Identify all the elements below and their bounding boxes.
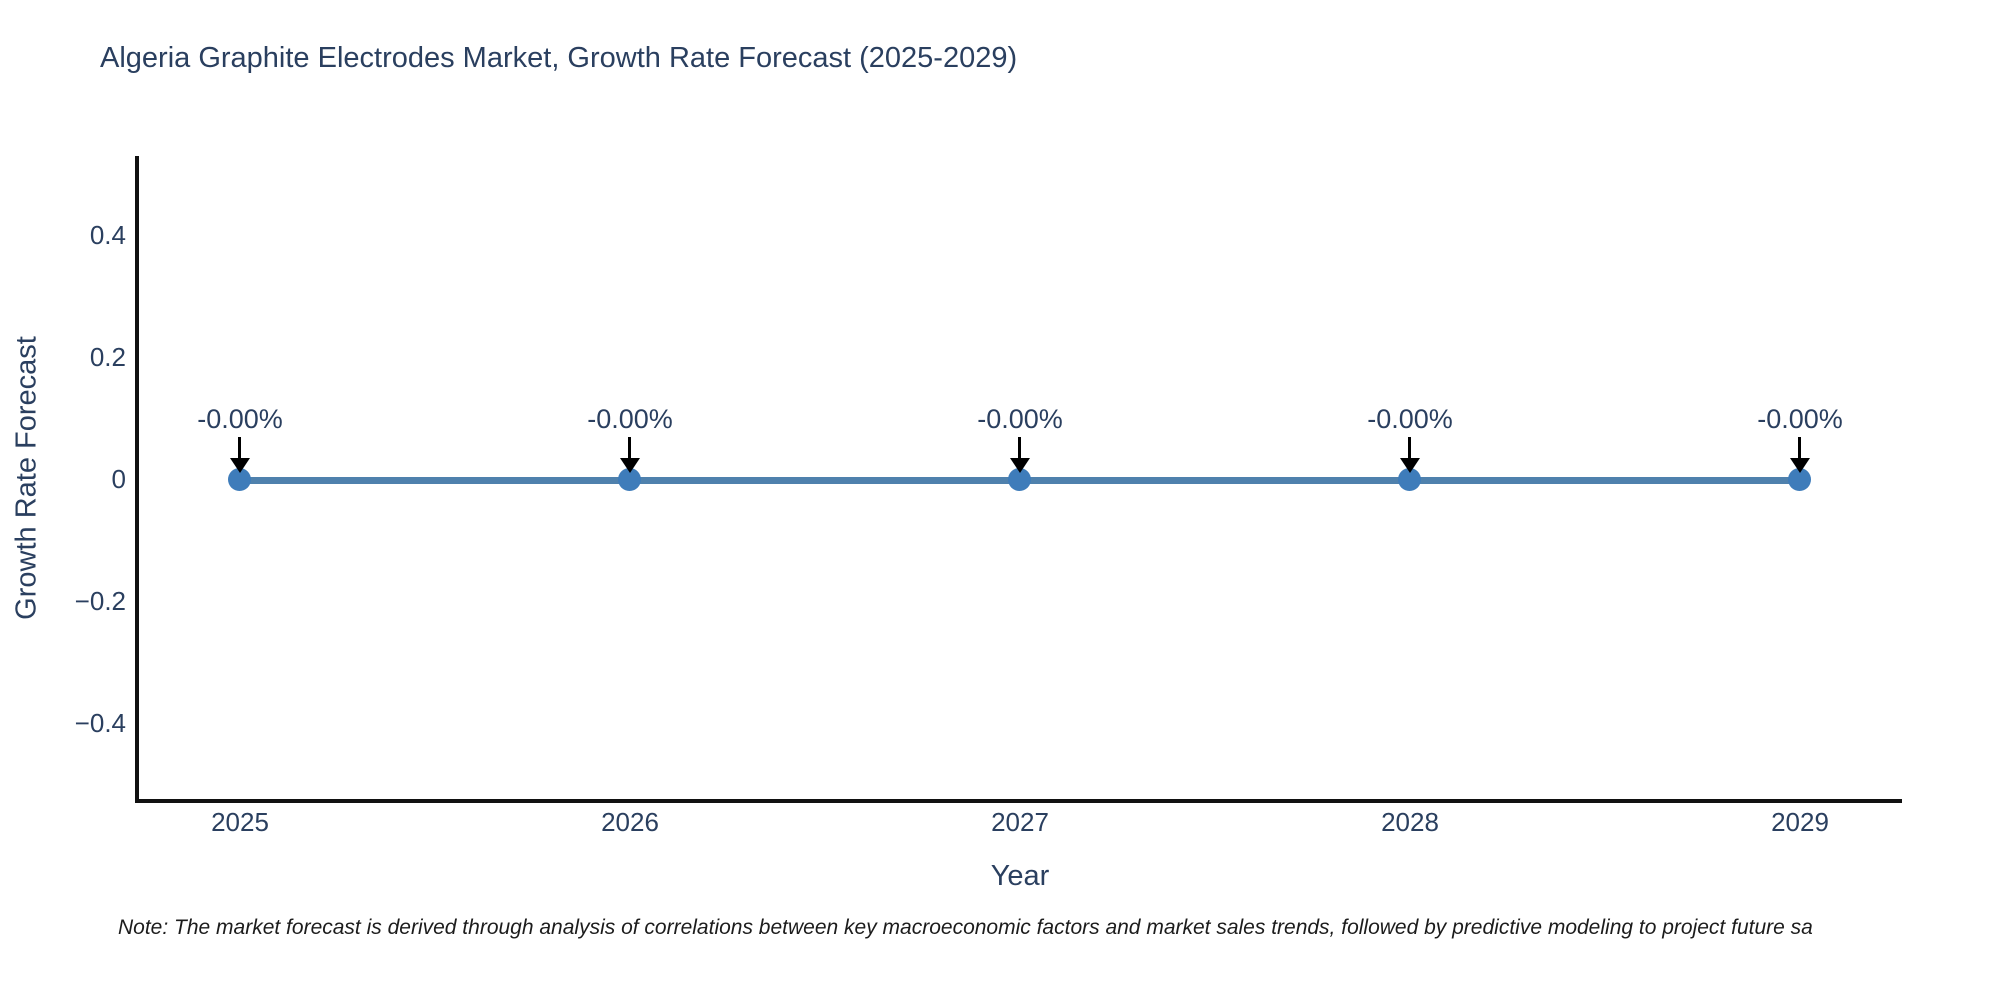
y-tick-label: 0: [111, 464, 126, 494]
footnote: Note: The market forecast is derived thr…: [118, 916, 1813, 939]
data-point-marker-2028: [1398, 468, 1421, 491]
annotation-arrowhead-icon: [1400, 458, 1420, 473]
y-axis-line: [135, 156, 139, 803]
annotation-arrowhead-icon: [1790, 458, 1810, 473]
x-axis-title: Year: [990, 860, 1050, 892]
x-axis-line: [135, 799, 1902, 803]
y-axis-title: Growth Rate Forecast: [10, 336, 43, 620]
annotation-arrow-icon: [1798, 437, 1801, 461]
annotation-arrowhead-icon: [1010, 458, 1030, 473]
annotation-arrow-icon: [238, 437, 241, 461]
annotation-arrow-icon: [1408, 437, 1411, 461]
x-tick-label: 2027: [991, 807, 1049, 837]
annotation-arrowhead-icon: [230, 458, 250, 473]
annotation-label-2029: -0.00%: [1757, 404, 1843, 434]
annotation-arrow-icon: [628, 437, 631, 461]
data-point-marker-2027: [1008, 468, 1031, 491]
annotation-label-2025: -0.00%: [197, 404, 283, 434]
y-tick-label: 0.4: [89, 220, 126, 250]
annotation-arrowhead-icon: [620, 458, 640, 473]
y-tick-label: −0.2: [74, 586, 126, 616]
annotation-arrow-icon: [1018, 437, 1021, 461]
x-tick-label: 2026: [601, 807, 659, 837]
x-tick-label: 2025: [211, 807, 269, 837]
annotation-label-2026: -0.00%: [587, 404, 673, 434]
data-point-marker-2026: [618, 468, 641, 491]
y-tick-label: −0.4: [74, 708, 126, 738]
annotation-label-2028: -0.00%: [1367, 404, 1453, 434]
y-tick-label: 0.2: [89, 342, 126, 372]
data-point-marker-2029: [1788, 468, 1811, 491]
x-tick-label: 2028: [1381, 807, 1439, 837]
x-tick-label: 2029: [1771, 807, 1829, 837]
chart-title: Algeria Graphite Electrodes Market, Grow…: [100, 42, 1018, 74]
annotation-label-2027: -0.00%: [977, 404, 1063, 434]
data-point-marker-2025: [228, 468, 251, 491]
